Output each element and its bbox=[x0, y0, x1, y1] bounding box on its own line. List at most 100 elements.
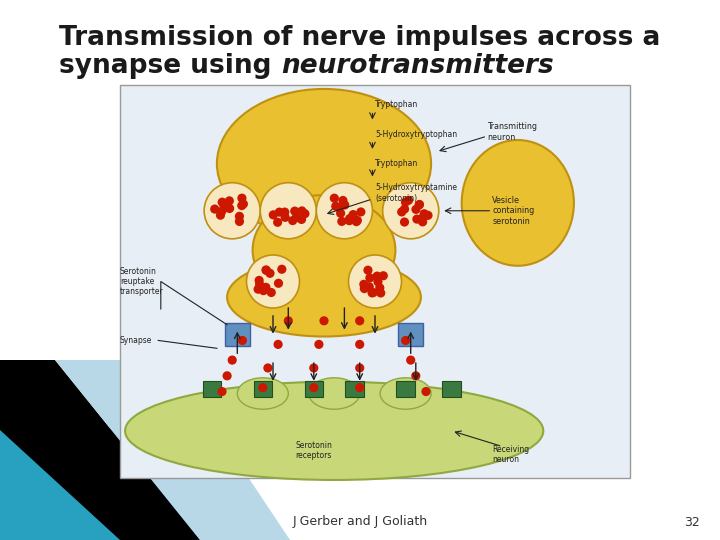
Circle shape bbox=[238, 193, 246, 202]
Bar bbox=[305, 381, 323, 397]
Circle shape bbox=[217, 207, 226, 216]
Bar bbox=[398, 323, 423, 346]
Text: Synapse: Synapse bbox=[120, 336, 153, 345]
Circle shape bbox=[415, 200, 424, 209]
Circle shape bbox=[413, 214, 421, 224]
Circle shape bbox=[300, 209, 310, 218]
Circle shape bbox=[365, 273, 374, 282]
Circle shape bbox=[340, 200, 349, 210]
Circle shape bbox=[297, 206, 307, 215]
Circle shape bbox=[309, 363, 318, 373]
Circle shape bbox=[290, 206, 300, 215]
Polygon shape bbox=[55, 360, 290, 540]
Circle shape bbox=[374, 277, 382, 286]
Circle shape bbox=[375, 283, 384, 292]
Circle shape bbox=[397, 207, 406, 217]
Circle shape bbox=[359, 280, 369, 289]
Circle shape bbox=[246, 255, 300, 308]
Ellipse shape bbox=[253, 195, 395, 305]
Circle shape bbox=[261, 283, 271, 292]
Circle shape bbox=[224, 203, 233, 212]
Circle shape bbox=[210, 205, 220, 214]
Circle shape bbox=[418, 217, 427, 226]
Circle shape bbox=[400, 205, 409, 214]
Circle shape bbox=[255, 276, 264, 285]
Ellipse shape bbox=[238, 378, 288, 409]
Ellipse shape bbox=[380, 378, 431, 409]
Circle shape bbox=[216, 211, 225, 220]
Circle shape bbox=[330, 193, 339, 202]
Polygon shape bbox=[0, 360, 200, 540]
Text: Transmission of nerve impulses across a: Transmission of nerve impulses across a bbox=[59, 25, 661, 51]
Circle shape bbox=[415, 200, 424, 210]
Circle shape bbox=[379, 271, 388, 280]
Circle shape bbox=[277, 265, 287, 274]
Circle shape bbox=[353, 216, 362, 225]
Text: 32: 32 bbox=[684, 516, 700, 529]
Circle shape bbox=[274, 340, 283, 349]
Circle shape bbox=[338, 196, 348, 205]
Circle shape bbox=[220, 201, 228, 210]
Circle shape bbox=[367, 288, 377, 298]
Polygon shape bbox=[0, 430, 120, 540]
Text: neurotransmitters: neurotransmitters bbox=[281, 53, 554, 79]
Circle shape bbox=[239, 199, 248, 208]
Circle shape bbox=[292, 213, 301, 222]
Circle shape bbox=[284, 316, 293, 326]
Circle shape bbox=[261, 265, 271, 274]
Circle shape bbox=[316, 183, 372, 239]
Circle shape bbox=[235, 212, 244, 221]
Circle shape bbox=[275, 207, 284, 217]
Text: Tryptophan: Tryptophan bbox=[375, 100, 418, 109]
Text: Transmitting
neuron: Transmitting neuron bbox=[487, 123, 537, 142]
Circle shape bbox=[222, 371, 232, 380]
Circle shape bbox=[331, 201, 341, 211]
Bar bbox=[397, 381, 415, 397]
Circle shape bbox=[345, 216, 354, 225]
Text: Serotonin
receptors: Serotonin receptors bbox=[295, 441, 332, 460]
Circle shape bbox=[337, 217, 346, 226]
Circle shape bbox=[411, 371, 420, 380]
Circle shape bbox=[235, 217, 244, 226]
Circle shape bbox=[382, 183, 438, 239]
Circle shape bbox=[364, 266, 372, 275]
Text: Tryptophan: Tryptophan bbox=[375, 159, 418, 168]
Circle shape bbox=[348, 210, 358, 219]
Circle shape bbox=[288, 216, 297, 225]
Circle shape bbox=[269, 210, 278, 219]
Circle shape bbox=[204, 183, 260, 239]
Circle shape bbox=[418, 213, 428, 222]
Circle shape bbox=[255, 280, 264, 289]
Circle shape bbox=[336, 208, 345, 218]
Text: 5-Hydroxytryptamine
(serotonin): 5-Hydroxytryptamine (serotonin) bbox=[375, 184, 457, 203]
Circle shape bbox=[421, 387, 431, 396]
Bar bbox=[258, 234, 390, 305]
Circle shape bbox=[355, 383, 364, 392]
Circle shape bbox=[360, 284, 369, 293]
Circle shape bbox=[420, 209, 428, 218]
Circle shape bbox=[345, 214, 354, 223]
Bar bbox=[346, 381, 364, 397]
Text: Vesicle
containing
serotonin: Vesicle containing serotonin bbox=[492, 196, 534, 226]
Ellipse shape bbox=[217, 89, 431, 238]
Circle shape bbox=[411, 205, 420, 214]
Circle shape bbox=[315, 340, 323, 349]
Circle shape bbox=[281, 213, 289, 222]
Text: Receiving
neuron: Receiving neuron bbox=[492, 445, 529, 464]
Circle shape bbox=[297, 215, 306, 224]
Circle shape bbox=[259, 286, 268, 295]
Circle shape bbox=[262, 266, 271, 275]
Circle shape bbox=[355, 363, 364, 373]
Bar bbox=[120, 85, 630, 478]
Text: 5-Hydroxytryptophan: 5-Hydroxytryptophan bbox=[375, 130, 457, 139]
Ellipse shape bbox=[227, 258, 421, 336]
Ellipse shape bbox=[309, 378, 360, 409]
Text: synapse using: synapse using bbox=[59, 53, 281, 79]
Circle shape bbox=[237, 201, 246, 210]
Circle shape bbox=[309, 383, 318, 392]
Ellipse shape bbox=[462, 140, 574, 266]
Circle shape bbox=[273, 218, 282, 227]
Bar bbox=[225, 323, 250, 346]
Circle shape bbox=[225, 196, 234, 205]
Circle shape bbox=[335, 203, 344, 212]
